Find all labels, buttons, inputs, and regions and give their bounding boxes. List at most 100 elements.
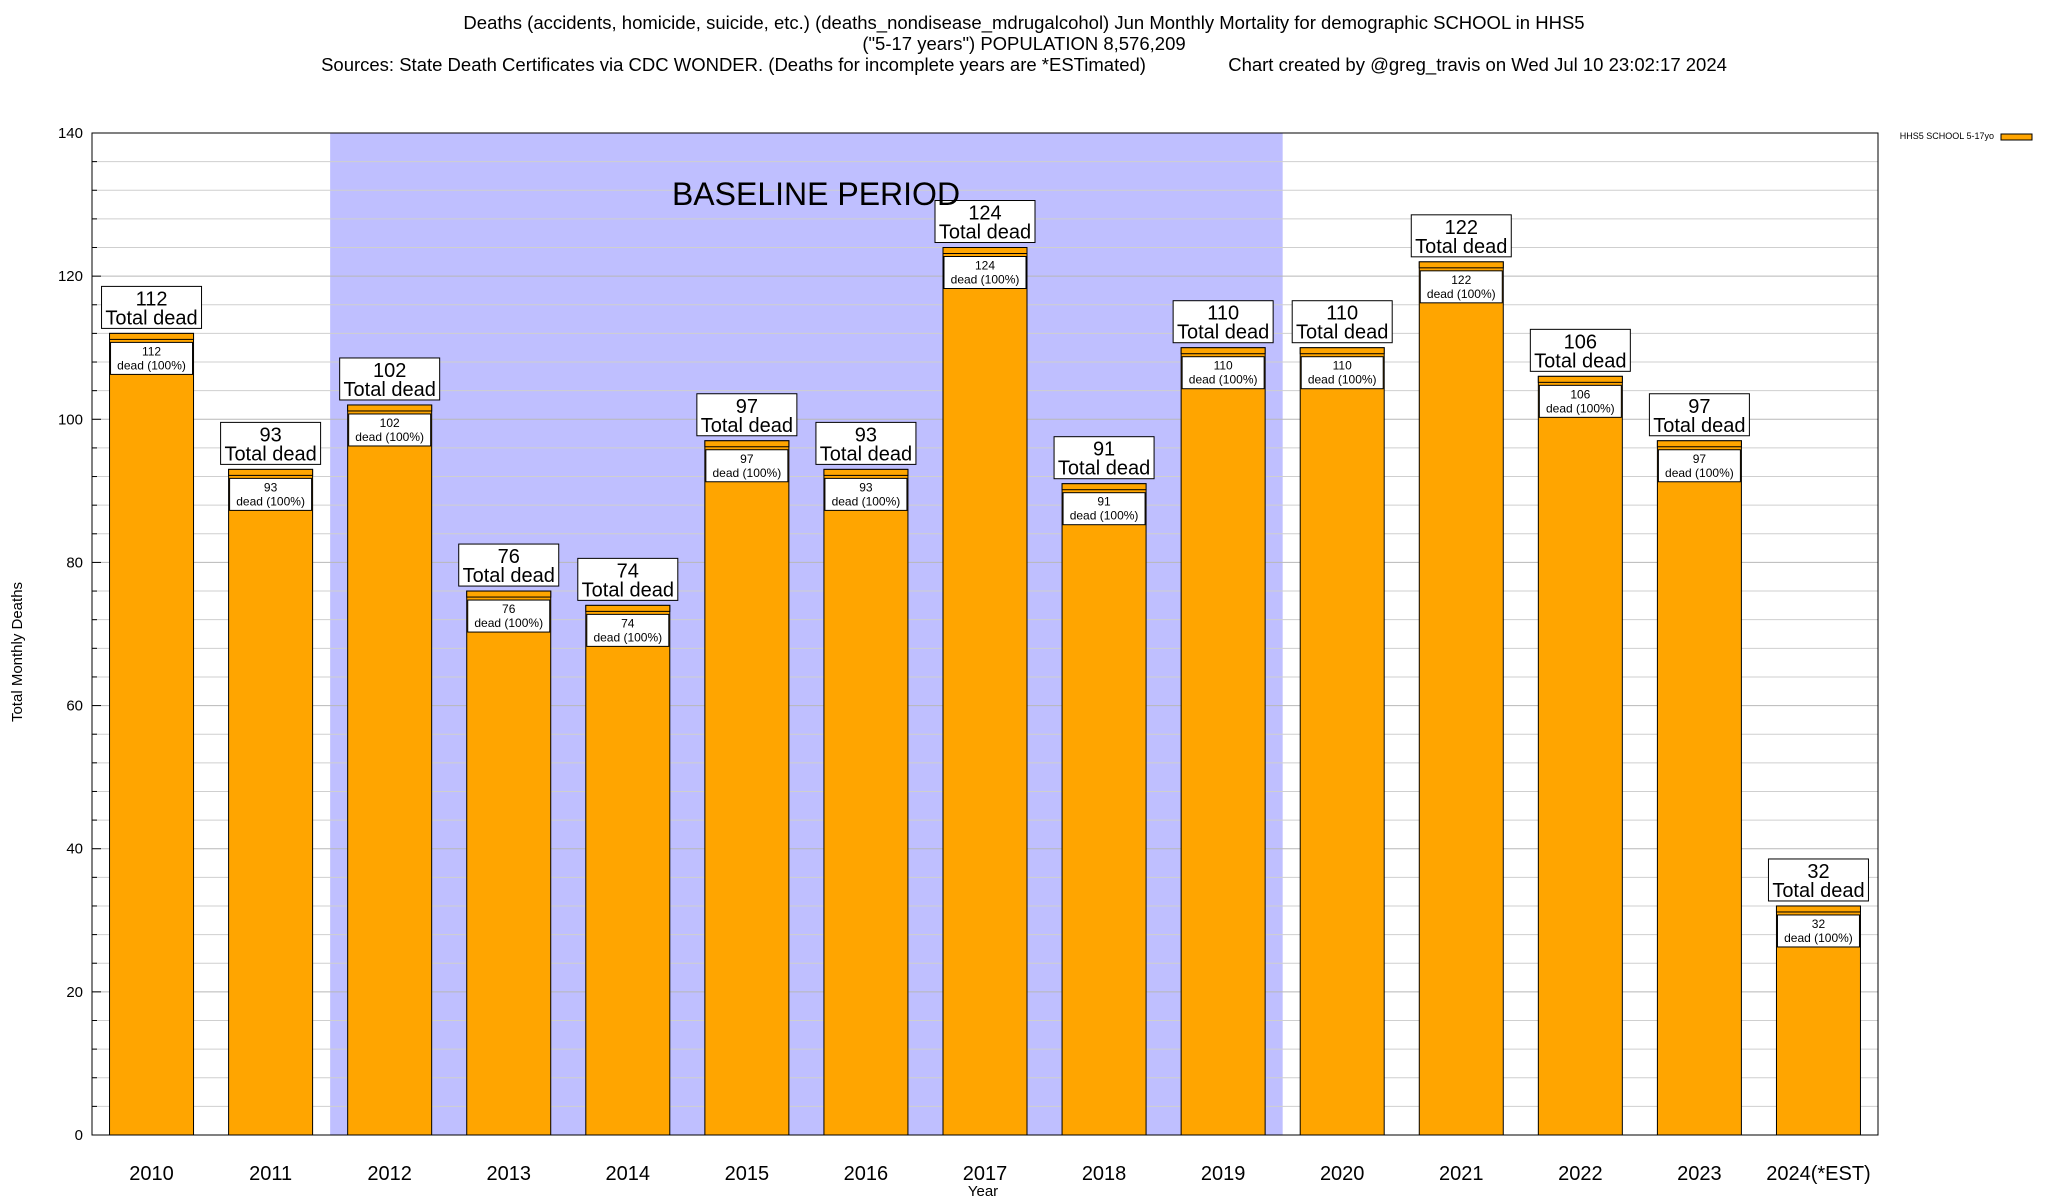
total-dead-label: Total dead — [224, 443, 316, 465]
total-label-box — [1410, 214, 1512, 258]
y-tick-label: 0 — [75, 1127, 83, 1144]
plot-frame — [91, 132, 1879, 1136]
bar-2016 — [823, 468, 909, 1136]
inner-dead-label: dead (100%) — [236, 494, 305, 508]
bar-cap-2024(*EST) — [1775, 905, 1861, 913]
inner-dead-label: dead (100%) — [1070, 509, 1139, 523]
bar-2011 — [228, 468, 314, 1136]
total-value-label: 74 — [617, 560, 639, 582]
total-dead-label: Total dead — [463, 565, 555, 587]
legend-swatch — [2000, 133, 2033, 141]
bar-2023 — [1656, 440, 1742, 1136]
total-value-label: 106 — [1564, 331, 1597, 353]
y-axis-title: Total Monthly Deaths — [9, 582, 26, 722]
y-tick-label: 100 — [58, 411, 83, 428]
total-value-label: 102 — [373, 360, 406, 382]
total-value-label: 112 — [136, 288, 168, 310]
x-axis-title: Year — [968, 1183, 998, 1200]
bar-cap-2021 — [1418, 261, 1504, 269]
total-label-box — [1529, 328, 1631, 372]
baseline-period-label: BASELINE PERIOD — [672, 176, 960, 212]
y-tick-label: 40 — [66, 841, 83, 858]
bar-2021 — [1418, 261, 1504, 1136]
inner-label-box — [1776, 914, 1860, 948]
x-tick-label: 2020 — [1320, 1163, 1365, 1185]
inner-value-label: 97 — [740, 452, 754, 466]
inner-value-label: 124 — [975, 259, 995, 273]
inner-label-box — [110, 341, 194, 375]
total-label-box — [101, 285, 203, 329]
inner-label-box — [229, 477, 313, 511]
inner-label-box — [824, 477, 908, 511]
x-tick-label: 2017 — [963, 1163, 1008, 1185]
chart-title-line-3: Sources: State Death Certificates via CD… — [321, 54, 1727, 75]
total-label-box — [696, 393, 798, 437]
inner-value-label: 93 — [264, 480, 278, 494]
total-dead-label: Total dead — [582, 579, 674, 601]
inner-dead-label: dead (100%) — [1546, 401, 1615, 415]
inner-label-box — [348, 413, 432, 447]
total-value-label: 93 — [259, 424, 281, 446]
inner-dead-label: dead (100%) — [474, 616, 543, 630]
total-label-box — [577, 557, 679, 601]
bar-2010 — [109, 332, 195, 1136]
x-tick-label: 2012 — [367, 1163, 412, 1185]
inner-value-label: 102 — [380, 416, 400, 430]
total-dead-label: Total dead — [939, 222, 1031, 244]
total-dead-label: Total dead — [1058, 458, 1150, 480]
y-tick-label: 60 — [66, 698, 83, 715]
total-dead-label: Total dead — [1296, 322, 1388, 344]
bar-cap-2014 — [585, 604, 671, 612]
total-dead-label: Total dead — [1534, 350, 1626, 372]
x-tick-label: 2019 — [1201, 1163, 1246, 1185]
bar-cap-2016 — [823, 468, 909, 476]
x-tick-label: 2024(*EST) — [1766, 1163, 1871, 1185]
bar-2020 — [1299, 347, 1385, 1136]
inner-value-label: 32 — [1812, 917, 1826, 931]
x-tick-label: 2018 — [1082, 1163, 1127, 1185]
bar-cap-2022 — [1537, 375, 1623, 383]
inner-dead-label: dead (100%) — [1784, 931, 1853, 945]
y-tick-label: 140 — [58, 125, 83, 142]
inner-value-label: 106 — [1570, 387, 1590, 401]
inner-value-label: 110 — [1214, 359, 1233, 373]
total-label-box — [339, 357, 441, 401]
inner-dead-label: dead (100%) — [1189, 373, 1258, 387]
x-tick-label: 2023 — [1677, 1163, 1722, 1185]
bar-2015 — [704, 440, 790, 1136]
total-value-label: 122 — [1445, 217, 1478, 239]
total-dead-label: Total dead — [344, 379, 436, 401]
bar-cap-2020 — [1299, 347, 1385, 355]
y-tick-label: 80 — [66, 554, 83, 571]
inner-dead-label: dead (100%) — [951, 273, 1020, 287]
total-dead-label: Total dead — [1772, 880, 1864, 902]
y-tick-label: 20 — [66, 984, 83, 1001]
total-label-box — [1291, 300, 1393, 344]
total-value-label: 32 — [1807, 861, 1829, 883]
total-dead-label: Total dead — [1653, 415, 1745, 437]
bar-2013 — [466, 590, 552, 1136]
bar-cap-2019 — [1180, 347, 1266, 355]
bar-cap-2010 — [109, 332, 195, 340]
total-label-box — [1053, 436, 1155, 480]
axes: 0 20 40 60 80 100 120 140 2010 2011 2012 2013 2014 20… — [58, 125, 1879, 1185]
y-tick-label: 120 — [58, 268, 83, 285]
inner-value-label: 76 — [502, 602, 516, 616]
inner-label-box — [1181, 356, 1265, 390]
total-label-box — [1172, 300, 1274, 344]
total-value-label: 124 — [968, 203, 1001, 225]
chart-title-block: Deaths (accidents, homicide, suicide, et… — [0, 12, 2048, 75]
total-value-label: 110 — [1207, 303, 1239, 325]
inner-value-label: 112 — [142, 344, 161, 358]
inner-dead-label: dead (100%) — [593, 630, 662, 644]
legend-series-label: HHS5 SCHOOL 5-17yo — [1900, 131, 1994, 141]
x-tick-label: 2010 — [129, 1163, 174, 1185]
bar-2019 — [1180, 347, 1266, 1136]
inner-value-label: 74 — [621, 616, 635, 630]
bar-2017 — [942, 247, 1028, 1136]
total-label-box — [220, 421, 322, 465]
inner-dead-label: dead (100%) — [355, 430, 424, 444]
bar-cap-2018 — [1061, 483, 1147, 491]
inner-dead-label: dead (100%) — [1308, 373, 1377, 387]
